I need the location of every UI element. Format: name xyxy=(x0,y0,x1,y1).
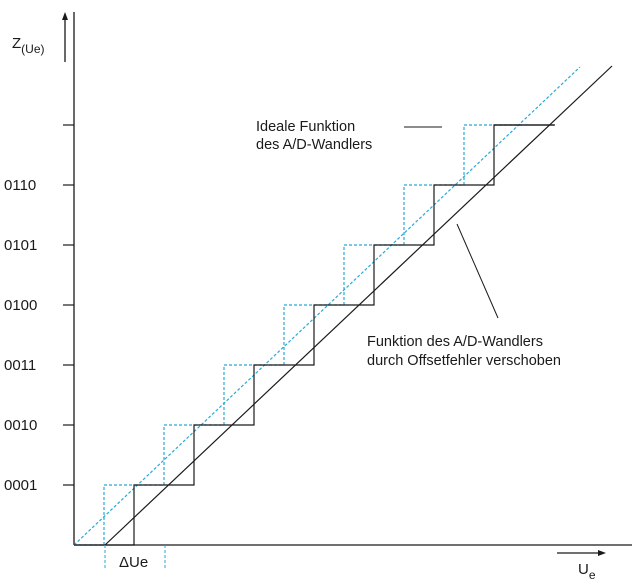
y-tick-label: 0011 xyxy=(4,357,36,374)
ideal-annotation: Ideale Funktion des A/D-Wandlers xyxy=(256,119,442,153)
y-axis-arrow-head xyxy=(62,12,68,20)
ideal-trend-line xyxy=(73,66,581,546)
offset-annotation-line1: Funktion des A/D-Wandlers xyxy=(367,334,543,350)
offset-staircase xyxy=(74,124,554,546)
y-tick-label: 0001 xyxy=(4,477,37,494)
delta-ue-label: ΔUe xyxy=(119,554,148,571)
offset-annotation-line2: durch Offsetfehler verschoben xyxy=(367,353,561,369)
y-tick-label: 0101 xyxy=(4,237,37,254)
ideal-annotation-line1: Ideale Funktion xyxy=(256,119,355,135)
y-ticks: 0001 0010 0011 0100 0101 0110 xyxy=(4,124,74,494)
y-tick-label: 0010 xyxy=(4,417,37,434)
delta-ue-marker: ΔUe xyxy=(104,545,166,571)
y-axis-label: Z(Ue) xyxy=(12,35,45,56)
offset-function xyxy=(74,65,613,546)
ideal-annotation-line2: des A/D-Wandlers xyxy=(256,137,372,153)
offset-annotation-pointer xyxy=(456,223,499,319)
y-tick-label: 0110 xyxy=(4,177,36,194)
y-tick-label: 0100 xyxy=(4,297,37,314)
x-axis-label: Ue xyxy=(578,561,596,582)
x-axis-arrow-head xyxy=(598,550,606,556)
offset-trend-line xyxy=(104,65,613,546)
axes xyxy=(64,12,632,554)
offset-annotation: Funktion des A/D-Wandlers durch Offsetfe… xyxy=(367,223,561,369)
